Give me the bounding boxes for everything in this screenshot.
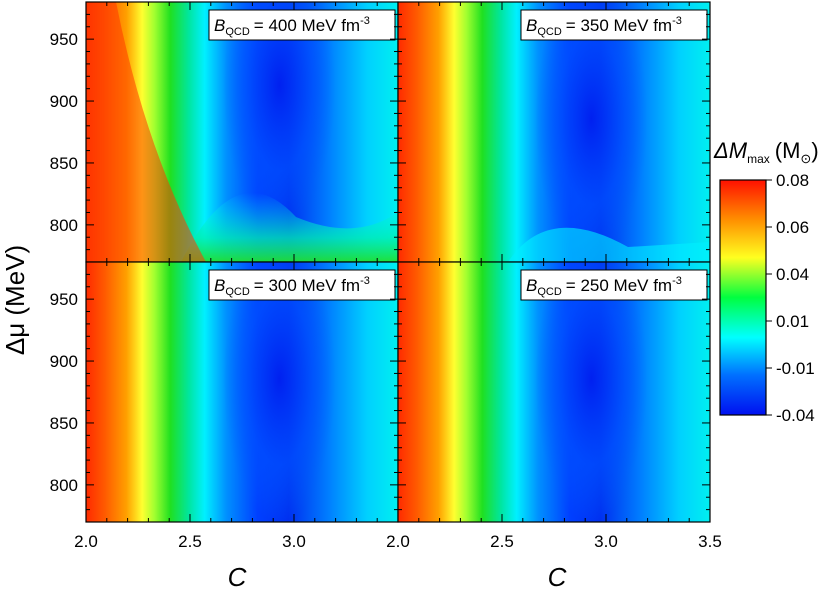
panel-frame (397, 261, 711, 523)
heatmap-low-region (508, 227, 710, 262)
y-tick-label: 800 (50, 476, 78, 495)
colorbar-title-symbol: ΔM (713, 138, 748, 163)
y-tick-label: 850 (50, 154, 78, 173)
y-axis-title: Δμ (MeV) (0, 245, 30, 355)
colorbar-tick-label: 0.01 (776, 312, 809, 331)
colorbar-tick-label: 0.04 (776, 265, 809, 284)
colorbar: ΔMmax (M⊙) 0.08 0.06 0.04 0.01 -0.01 -0.04 (713, 138, 819, 425)
panel-label-subscript: QCD (537, 26, 562, 38)
colorbar-title-unit-symbol: ⊙ (800, 151, 811, 166)
panel-label-symbol: B (214, 16, 225, 35)
panel-label-exponent: -3 (672, 275, 682, 287)
heatmap-high-region (86, 2, 206, 262)
colorbar-gradient (719, 179, 767, 416)
panel-label-exponent: -3 (672, 15, 682, 27)
colorbar-title-unit-suffix: ) (811, 138, 818, 163)
panel-label-subscript: QCD (225, 26, 250, 38)
colorbar-tick-label: 0.06 (776, 218, 809, 237)
panel-label-box (520, 9, 708, 41)
x-tick-label: 3.0 (282, 532, 306, 551)
colorbar-title: ΔMmax (M⊙) (713, 138, 819, 166)
heatmap-minimum-region (223, 262, 336, 522)
heatmap-low-region (181, 192, 398, 262)
panel-label-value: = 400 MeV fm (254, 16, 360, 35)
heatmap-panel-top-left: BQCD = 400 MeV fm-3 (85, 1, 399, 263)
panel-label-box (208, 9, 396, 41)
colorbar-title-unit-prefix: (M (775, 138, 801, 163)
heatmap-panel-bottom-right: BQCD = 250 MeV fm-3 (397, 261, 711, 523)
x-tick-label: 2.0 (74, 532, 98, 551)
heatmap-panels: BQCD = 400 MeV fm-3 BQCD = 350 MeV fm-3BQCD… (85, 1, 711, 523)
y-tick-label: 950 (50, 30, 78, 49)
y-tick-label: 900 (50, 352, 78, 371)
x-tick-label: 3.0 (594, 532, 618, 551)
panel-label: BQCD = 350 MeV fm-3 (526, 15, 682, 38)
panel-label-symbol: B (214, 276, 225, 295)
x-axis-title-right: C (548, 562, 567, 592)
panel-label-value: = 250 MeV fm (566, 276, 672, 295)
x-tick-label: 2.5 (178, 532, 202, 551)
y-tick-label: 850 (50, 414, 78, 433)
heatmap-panel-top-right: BQCD = 350 MeV fm-3 (397, 1, 711, 263)
axes: 800 850 900 950 2.0 2.5 3.0 800 850 900 950 2.0 2.5 3… (50, 1, 722, 551)
colorbar-tick-label: -0.04 (776, 406, 815, 425)
heatmap-minimum-region (223, 2, 336, 229)
panel-label-exponent: -3 (360, 15, 370, 27)
panel-label-symbol: B (526, 276, 537, 295)
panel-label-exponent: -3 (360, 275, 370, 287)
panel-label: BQCD = 250 MeV fm-3 (526, 275, 682, 298)
y-tick-label: 800 (50, 216, 78, 235)
x-tick-label: 2.0 (386, 532, 410, 551)
heatmap-minimum-region (535, 2, 648, 262)
heatmap-panel-bottom-left: BQCD = 300 MeV fm-3 (85, 261, 399, 523)
colorbar-tick-label: -0.01 (776, 359, 815, 378)
x-tick-label: 3.5 (698, 532, 722, 551)
panel-label-symbol: B (526, 16, 537, 35)
panel-label: BQCD = 300 MeV fm-3 (214, 275, 370, 298)
y-tick-label: 900 (50, 92, 78, 111)
panel-label-value: = 350 MeV fm (566, 16, 672, 35)
panel-label-subscript: QCD (225, 286, 250, 298)
panel-label-subscript: QCD (537, 286, 562, 298)
panel-label: BQCD = 400 MeV fm-3 (214, 15, 370, 38)
colorbar-title-subscript: max (747, 152, 770, 166)
panel-label-box (208, 269, 396, 301)
panel-label-value: = 300 MeV fm (254, 276, 360, 295)
x-tick-label: 2.5 (490, 532, 514, 551)
x-axis-title-left: C (228, 562, 247, 592)
panel-label-box (520, 269, 708, 301)
colorbar-ticks: 0.08 0.06 0.04 0.01 -0.01 -0.04 (766, 171, 815, 425)
heatmap-minimum-region (535, 262, 648, 522)
y-tick-label: 950 (50, 290, 78, 309)
colorbar-tick-label: 0.08 (776, 171, 809, 190)
